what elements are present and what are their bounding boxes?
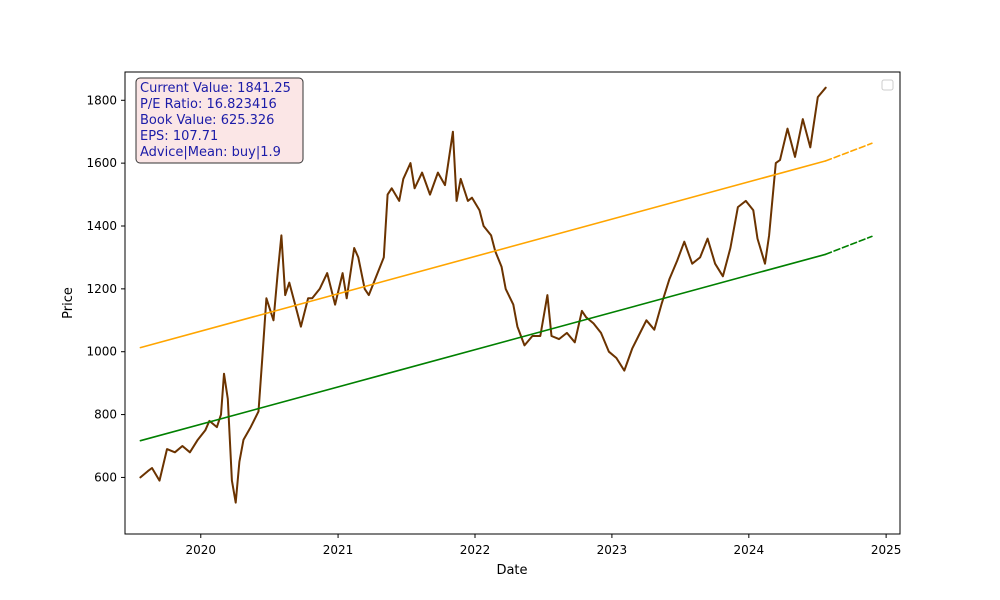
series-line-0: [139, 86, 827, 504]
x-tick-label: 2021: [323, 543, 354, 557]
info-current-value: Current Value: 1841.25: [140, 81, 291, 96]
x-tick-label: 2024: [734, 543, 765, 557]
series-line-2: [824, 142, 873, 162]
y-tick-label: 1000: [86, 345, 117, 359]
info-pe-ratio: P/E Ratio: 16.823416: [140, 97, 277, 112]
legend-box: [881, 79, 894, 91]
legend: [881, 79, 894, 91]
y-tick-label: 1200: [86, 282, 117, 296]
x-tick-label: 2022: [460, 543, 491, 557]
series-line-4: [824, 235, 873, 256]
series-layer: [139, 86, 873, 504]
info-advice-mean: Advice|Mean: buy|1.9: [140, 145, 281, 160]
x-tick-label: 2020: [186, 543, 217, 557]
x-axis-label: Date: [496, 563, 527, 578]
x-tick-label: 2025: [871, 543, 902, 557]
y-tick-label: 800: [94, 408, 117, 422]
y-tick-label: 1400: [86, 219, 117, 233]
series-line-3: [139, 253, 827, 442]
y-axis-label: Price: [61, 287, 76, 319]
info-box: Current Value: 1841.25 P/E Ratio: 16.823…: [135, 77, 304, 164]
info-box-background: [135, 77, 304, 164]
info-book-value: Book Value: 625.326: [140, 113, 274, 128]
series-line-1: [139, 160, 827, 349]
y-axis: 600 800 1000 1200 1400 1600 1800: [86, 93, 125, 484]
y-tick-label: 1800: [86, 93, 117, 107]
x-axis: 2020 2021 2022 2023 2024 2025: [186, 534, 902, 557]
info-eps: EPS: 107.71: [140, 129, 218, 144]
plot-frame: [124, 71, 901, 535]
y-tick-label: 600: [94, 470, 117, 484]
x-tick-label: 2023: [597, 543, 628, 557]
y-tick-label: 1600: [86, 156, 117, 170]
